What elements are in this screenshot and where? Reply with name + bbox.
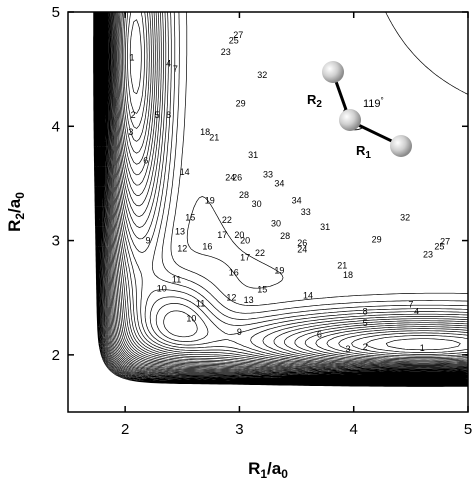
- contour-level-label-mirror: 32: [257, 70, 267, 80]
- contour-level-label-mirror: 17: [240, 253, 250, 263]
- molecule-diagram: R2 R1 119°: [307, 61, 412, 161]
- contour-level-label: 2: [363, 342, 368, 352]
- contour-path: [93, 12, 468, 387]
- y-tick-label: 4: [52, 118, 60, 135]
- contour-level-label: 12: [177, 244, 187, 254]
- contour-level-label-mirror: 22: [222, 215, 232, 225]
- contour-level-label-mirror: 30: [271, 218, 281, 228]
- contour-level-label-mirror: 12: [226, 293, 236, 303]
- contour-level-label: 1: [420, 343, 425, 353]
- contour-level-label-mirror: 3: [128, 127, 133, 137]
- contour-level-label-mirror: 6: [143, 156, 148, 166]
- contour-level-label: 29: [372, 234, 382, 244]
- atom-top: [322, 61, 344, 83]
- contour-level-label: 19: [274, 265, 284, 275]
- contour-level-label: 20: [234, 230, 244, 240]
- contour-level-label-mirror: 2: [131, 110, 136, 120]
- contour-level-label-mirror: 23: [221, 47, 231, 57]
- contour-level-label-mirror: 20: [240, 236, 250, 246]
- contour-level-label: 11: [172, 274, 181, 284]
- contour-level-label-mirror: 10: [186, 313, 196, 323]
- contour-level-label-mirror: 21: [209, 133, 219, 143]
- plot-frame: [67, 11, 469, 413]
- contour-level-label-mirror: 13: [244, 295, 254, 305]
- contour-level-label: 25: [434, 241, 444, 251]
- contour-level-label: 23: [423, 249, 433, 259]
- contour-level-label: 5: [363, 318, 368, 328]
- x-tick-label: 3: [235, 421, 243, 438]
- x-tick-label: 2: [121, 421, 129, 438]
- contour-level-label-mirror: 8: [166, 110, 171, 120]
- contour-level-label: 9: [237, 327, 242, 337]
- contour-level-label: 6: [317, 329, 322, 339]
- contour-level-label: 32: [400, 213, 410, 223]
- x-tick-label: 5: [464, 421, 472, 438]
- contour-level-label-mirror: 14: [180, 167, 190, 177]
- contour-level-label-mirror: 7: [173, 64, 178, 74]
- contour-level-label: 30: [252, 199, 262, 209]
- contour-level-label-mirror: 1: [129, 53, 134, 63]
- contour-level-label: 7: [408, 300, 413, 310]
- contour-level-label-mirror: 28: [239, 190, 249, 200]
- contour-level-label: 15: [257, 285, 267, 295]
- y-axis-label: R2/a0: [5, 192, 27, 232]
- contour-level-label-mirror: 19: [205, 196, 215, 206]
- contour-level-label-mirror: 9: [145, 236, 150, 246]
- atom-right: [390, 135, 412, 157]
- contour-level-label-mirror: 27: [233, 30, 243, 40]
- contour-level-label: 3: [345, 344, 350, 354]
- contour-level-label-mirror: 16: [202, 241, 212, 251]
- contour-level-label: 21: [337, 261, 347, 271]
- contour-level-label-mirror: 34: [274, 178, 284, 188]
- contour-level-label: 17: [217, 230, 227, 240]
- contour-level-label-mirror: 29: [236, 98, 246, 108]
- contour-level-label-mirror: 31: [248, 150, 258, 160]
- contour-level-label-mirror: 25: [229, 36, 239, 46]
- contour-level-label: 31: [320, 222, 330, 232]
- contour-level-label-mirror: 24: [225, 173, 235, 183]
- contour-level-label-mirror: 5: [155, 110, 160, 120]
- contour-level-label-mirror: 11: [196, 298, 205, 308]
- x-tick-label: 4: [350, 421, 358, 438]
- contour-level-label: 16: [229, 268, 239, 278]
- contour-level-label-mirror: 26: [232, 173, 242, 183]
- y-tick-label: 5: [52, 4, 60, 21]
- y-tick-label: 2: [52, 347, 60, 364]
- atom-center: [339, 109, 361, 131]
- contour-level-label: 24: [297, 245, 307, 255]
- contour-level-label-mirror: 33: [301, 207, 311, 217]
- contour-level-label: 10: [157, 284, 167, 294]
- contour-level-label: 4: [414, 306, 419, 316]
- contour-level-label: 28: [280, 231, 290, 241]
- contour-level-label: 27: [440, 237, 450, 247]
- contour-level-label: 34: [292, 196, 302, 206]
- contour-level-label-mirror: 18: [200, 127, 210, 137]
- y-tick-label: 3: [52, 233, 60, 250]
- contour-level-label: 8: [363, 306, 368, 316]
- contour-lines: [93, 12, 468, 387]
- contour-level-label: 14: [303, 290, 313, 300]
- x-axis-label: R1/a0: [248, 459, 288, 481]
- contour-level-label: 13: [175, 226, 185, 236]
- contour-level-label: 26: [297, 238, 307, 248]
- angle-label: 119°: [363, 96, 384, 110]
- contour-level-label: 22: [255, 248, 265, 258]
- contour-level-label: 33: [263, 169, 273, 179]
- contour-level-label-mirror: 15: [185, 213, 195, 223]
- contour-level-label-mirror: 4: [166, 58, 171, 68]
- bond-label-r1: R1: [356, 143, 371, 161]
- contour-level-label: 18: [343, 270, 353, 280]
- bond-label-r2: R2: [307, 92, 322, 110]
